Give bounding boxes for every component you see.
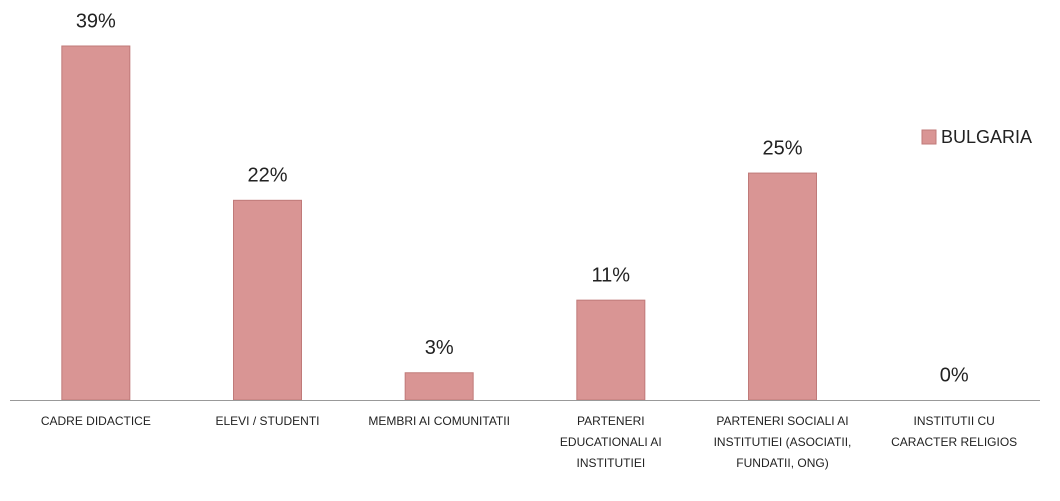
legend-label: BULGARIA [941, 127, 1032, 147]
value-label: 39% [76, 10, 116, 32]
value-label: 25% [762, 137, 802, 159]
x-tick-label: CADRE DIDACTICE [40, 414, 151, 428]
bar [748, 172, 817, 401]
value-label: 22% [247, 165, 287, 187]
x-tick-label: ELEVI / STUDENTI [215, 414, 320, 428]
bar [576, 299, 646, 401]
x-tick-label: MEMBRI AI COMUNITATII [368, 414, 510, 428]
bar [233, 199, 302, 401]
value-label: 0% [940, 364, 969, 386]
bar [404, 372, 474, 401]
bar [61, 45, 131, 401]
x-tick-label: INSTITUTII CU CARACTER RELIGIOS [891, 414, 1018, 449]
value-label: 3% [425, 337, 454, 359]
legend-swatch [921, 129, 937, 145]
x-tick-label: PARTENERI EDUCATIONALI AI INSTITUTIEI [559, 414, 662, 470]
value-label: 11% [592, 264, 631, 286]
x-tick-label: PARTENERI SOCIALI AI INSTITUTIEI (ASOCIA… [713, 414, 852, 470]
